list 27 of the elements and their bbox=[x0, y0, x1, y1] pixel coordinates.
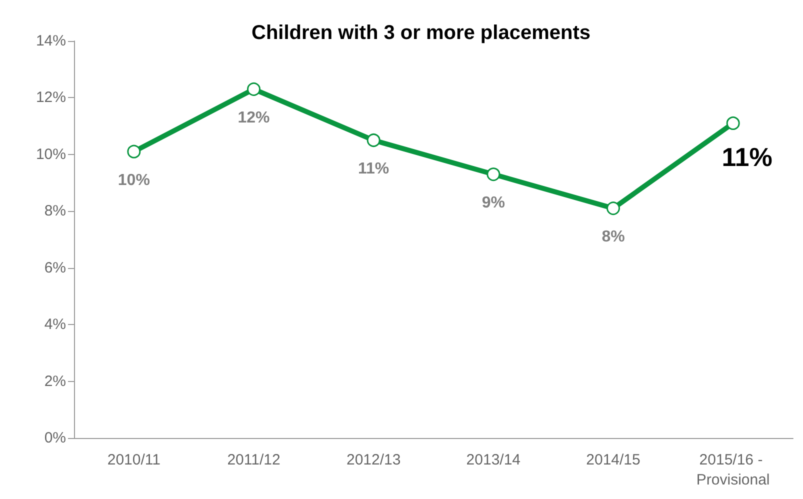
x-tick-label: 2011/12 bbox=[227, 452, 280, 468]
point bbox=[247, 82, 260, 96]
point bbox=[726, 116, 740, 130]
data-label: 11% bbox=[722, 142, 772, 172]
y-tick-label: 14% bbox=[36, 32, 66, 50]
y-tick-label: 0% bbox=[44, 430, 66, 446]
data-label: 11% bbox=[358, 160, 390, 178]
data-label: 8% bbox=[602, 228, 625, 246]
point bbox=[127, 144, 141, 158]
point bbox=[366, 134, 380, 147]
x-tick-label: 2010/11 bbox=[107, 452, 160, 468]
point bbox=[486, 168, 500, 182]
chart-title: Children with 3 or more placements bbox=[252, 22, 590, 44]
y-tick-label: 2% bbox=[44, 372, 66, 390]
x-tick-label: 2014/15 bbox=[586, 452, 640, 468]
data-label: 9% bbox=[482, 194, 505, 212]
data-label: 12% bbox=[238, 109, 270, 126]
point bbox=[606, 202, 620, 216]
y-tick-label: 4% bbox=[44, 316, 66, 334]
data-label: 10% bbox=[118, 172, 150, 189]
x-tick-label: 2012/13 bbox=[346, 452, 401, 468]
y-tick-label: 12% bbox=[36, 89, 66, 106]
y-tick-label: 6% bbox=[44, 259, 66, 276]
x-tick-label: 2013/14 bbox=[466, 452, 521, 468]
x-tick-label: 2015/16 - Provisional bbox=[696, 452, 770, 488]
y-tick-label: 10% bbox=[36, 146, 66, 163]
y-tick-label: 8% bbox=[44, 202, 66, 220]
